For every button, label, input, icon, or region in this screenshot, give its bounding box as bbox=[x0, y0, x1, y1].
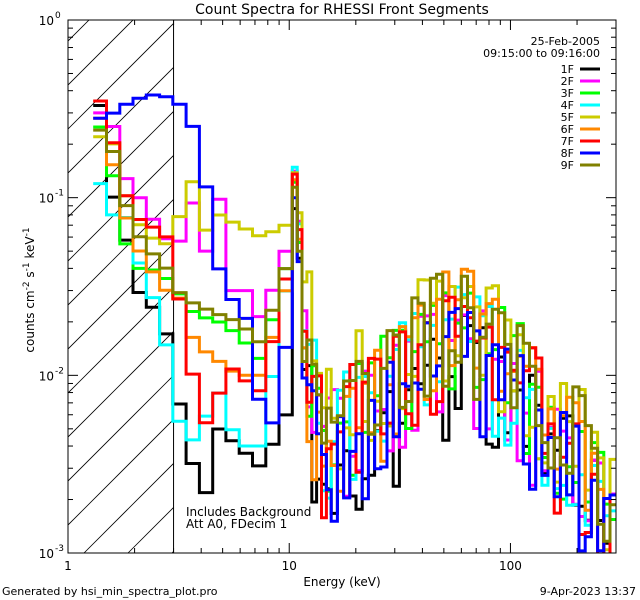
y-tick-exponent: 0 bbox=[55, 11, 61, 21]
y-tick-exponent: -2 bbox=[55, 366, 64, 376]
x-axis-label: Energy (keV) bbox=[303, 575, 380, 589]
legend-label-4F: 4F bbox=[561, 99, 574, 112]
legend-date: 25-Feb-2005 bbox=[531, 35, 600, 48]
legend-label-1F: 1F bbox=[561, 63, 574, 76]
hatch-line bbox=[68, 418, 174, 526]
hatch-line bbox=[68, 66, 174, 174]
y-tick-label: 10 bbox=[39, 369, 54, 383]
hatch-line bbox=[68, 20, 134, 86]
footer-date: 9-Apr-2023 13:37 bbox=[540, 585, 636, 598]
chart-title: Count Spectra for RHESSI Front Segments bbox=[195, 2, 489, 18]
y-tick-label: 10 bbox=[39, 14, 54, 28]
legend-label-5F: 5F bbox=[561, 111, 574, 124]
legend-label-2F: 2F bbox=[561, 75, 574, 88]
x-tick-label: 100 bbox=[499, 559, 522, 573]
y-axis-label: counts cm-2 s-1 keV-1 bbox=[22, 227, 37, 352]
series-line-4F bbox=[93, 165, 616, 527]
footer-generated-by: Generated by hsi_min_spectra_plot.pro bbox=[2, 585, 218, 598]
hatch-line bbox=[68, 198, 174, 306]
x-tick-label: 10 bbox=[282, 559, 297, 573]
hatch-line bbox=[68, 286, 174, 394]
hatch-line bbox=[68, 20, 90, 42]
series-group bbox=[93, 93, 616, 553]
y-tick-exponent: -1 bbox=[55, 189, 64, 199]
legend-label-8F: 8F bbox=[561, 147, 574, 160]
legend-label-7F: 7F bbox=[561, 135, 574, 148]
y-tick-label: 10 bbox=[39, 192, 54, 206]
y-tick-label: 10 bbox=[39, 547, 54, 561]
hatch-line bbox=[68, 110, 174, 218]
annotation-attenuator: Att A0, FDecim 1 bbox=[186, 517, 287, 531]
annotation-background: Includes Background bbox=[186, 505, 311, 519]
y-tick-exponent: -3 bbox=[55, 544, 64, 554]
series-line-2F bbox=[93, 111, 616, 553]
series-line-9F bbox=[93, 128, 616, 543]
hatch-line bbox=[0, 13, 8, 553]
legend-label-6F: 6F bbox=[561, 123, 574, 136]
hatch-line bbox=[68, 22, 174, 130]
legend-time-range: 09:15:00 to 09:16:00 bbox=[483, 47, 600, 60]
hatch-line bbox=[68, 374, 174, 482]
legend-label-3F: 3F bbox=[561, 87, 574, 100]
x-tick-label: 1 bbox=[64, 559, 72, 573]
plot-frame bbox=[67, 19, 617, 554]
series-line-8F bbox=[93, 93, 616, 553]
legend-label-9F: 9F bbox=[561, 159, 574, 172]
